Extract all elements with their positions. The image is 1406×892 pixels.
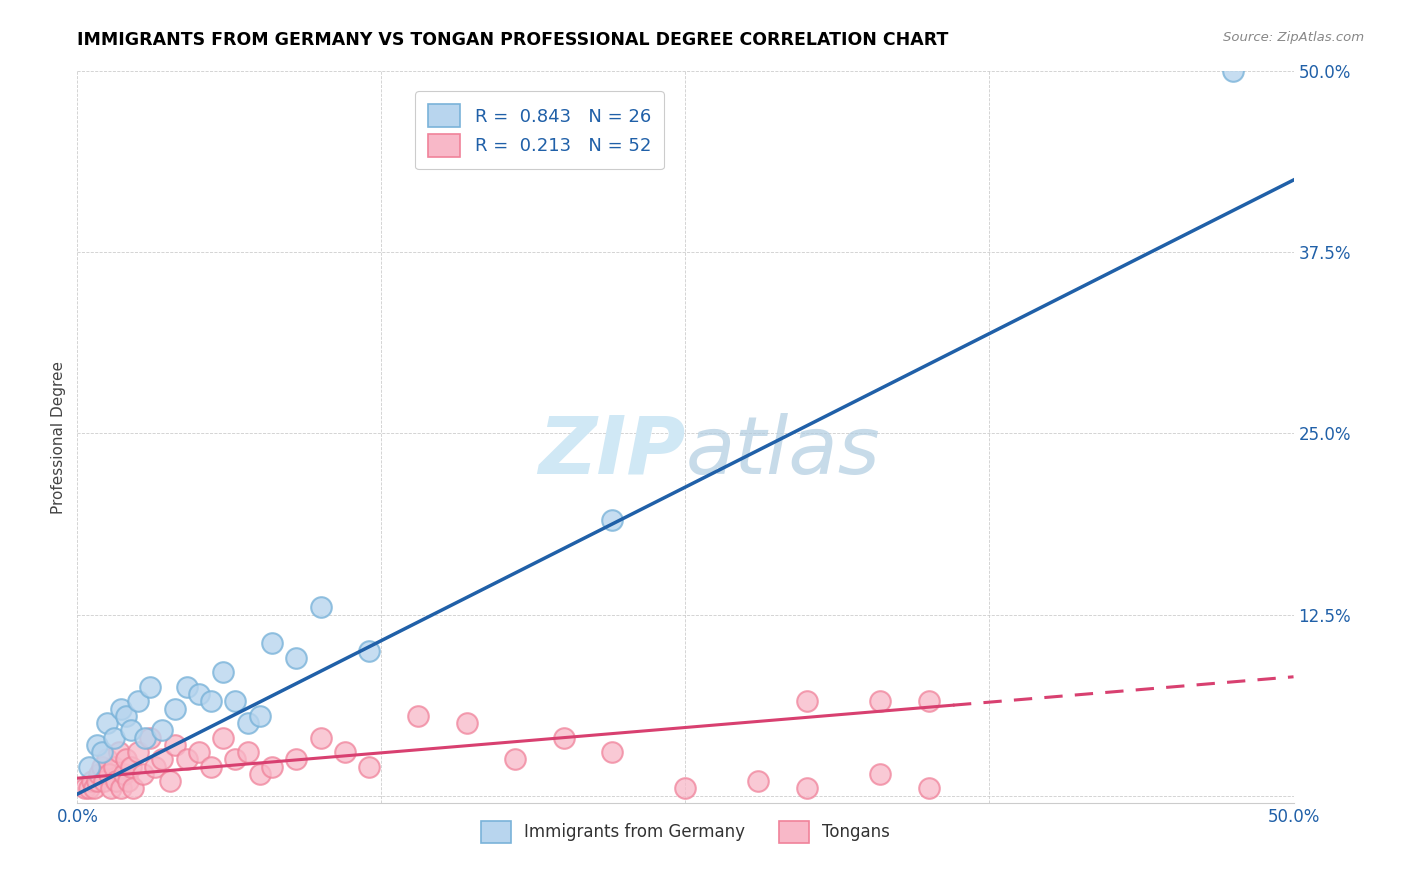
Point <box>107 745 129 759</box>
Point <box>83 781 105 796</box>
Point <box>224 752 246 766</box>
Point <box>86 774 108 789</box>
Legend: Immigrants from Germany, Tongans: Immigrants from Germany, Tongans <box>474 814 897 849</box>
Point <box>309 731 332 745</box>
Point <box>127 745 149 759</box>
Point <box>176 680 198 694</box>
Point <box>869 694 891 708</box>
Point <box>110 781 132 796</box>
Point <box>869 767 891 781</box>
Point <box>152 723 174 738</box>
Point <box>796 781 818 796</box>
Point <box>132 767 155 781</box>
Point <box>747 774 769 789</box>
Point <box>359 759 381 773</box>
Point <box>285 752 308 766</box>
Point <box>212 731 235 745</box>
Point <box>163 738 186 752</box>
Point <box>503 752 526 766</box>
Point <box>249 709 271 723</box>
Point <box>285 651 308 665</box>
Point <box>918 781 941 796</box>
Point <box>79 759 101 773</box>
Point <box>86 738 108 752</box>
Point <box>553 731 575 745</box>
Point <box>134 731 156 745</box>
Point <box>163 701 186 715</box>
Text: IMMIGRANTS FROM GERMANY VS TONGAN PROFESSIONAL DEGREE CORRELATION CHART: IMMIGRANTS FROM GERMANY VS TONGAN PROFES… <box>77 31 949 49</box>
Point <box>224 694 246 708</box>
Point <box>115 752 138 766</box>
Point <box>188 745 211 759</box>
Point <box>120 723 142 738</box>
Point <box>139 680 162 694</box>
Point <box>89 767 111 781</box>
Point <box>80 774 103 789</box>
Point <box>96 752 118 766</box>
Point <box>456 716 478 731</box>
Point <box>100 781 122 796</box>
Point <box>103 759 125 773</box>
Point <box>96 716 118 731</box>
Point <box>103 731 125 745</box>
Point <box>796 694 818 708</box>
Point <box>602 745 624 759</box>
Point <box>188 687 211 701</box>
Point <box>115 709 138 723</box>
Point <box>105 774 128 789</box>
Text: atlas: atlas <box>686 413 880 491</box>
Point <box>1222 64 1244 78</box>
Point <box>159 774 181 789</box>
Point <box>152 752 174 766</box>
Point <box>79 781 101 796</box>
Point <box>200 694 222 708</box>
Point <box>406 709 429 723</box>
Point <box>112 767 135 781</box>
Point <box>90 745 112 759</box>
Point <box>176 752 198 766</box>
Point <box>236 745 259 759</box>
Point <box>139 731 162 745</box>
Text: Source: ZipAtlas.com: Source: ZipAtlas.com <box>1223 31 1364 45</box>
Point <box>127 694 149 708</box>
Y-axis label: Professional Degree: Professional Degree <box>51 360 66 514</box>
Point <box>359 644 381 658</box>
Point <box>73 781 96 796</box>
Point <box>93 774 115 789</box>
Point <box>675 781 697 796</box>
Point <box>200 759 222 773</box>
Text: ZIP: ZIP <box>538 413 686 491</box>
Point <box>309 600 332 615</box>
Point <box>122 781 145 796</box>
Point <box>333 745 356 759</box>
Point <box>97 767 120 781</box>
Point <box>260 636 283 650</box>
Point <box>110 701 132 715</box>
Point <box>602 513 624 527</box>
Point <box>918 694 941 708</box>
Point <box>117 774 139 789</box>
Point <box>90 759 112 773</box>
Point <box>120 759 142 773</box>
Point <box>260 759 283 773</box>
Point <box>212 665 235 680</box>
Point <box>143 759 166 773</box>
Point <box>249 767 271 781</box>
Point <box>236 716 259 731</box>
